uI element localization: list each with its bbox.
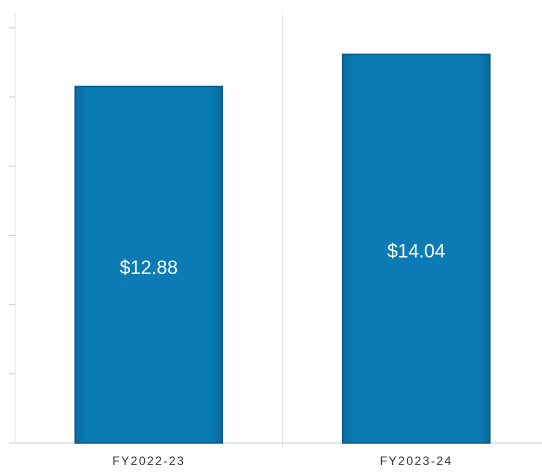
x-tick-label: FY2022-23	[112, 454, 185, 468]
value-label: $14.04	[387, 242, 446, 263]
bar	[341, 53, 491, 444]
value-label: $12.88	[120, 258, 178, 279]
x-tick-label: FY2023-24	[380, 454, 453, 468]
bar	[74, 85, 224, 444]
